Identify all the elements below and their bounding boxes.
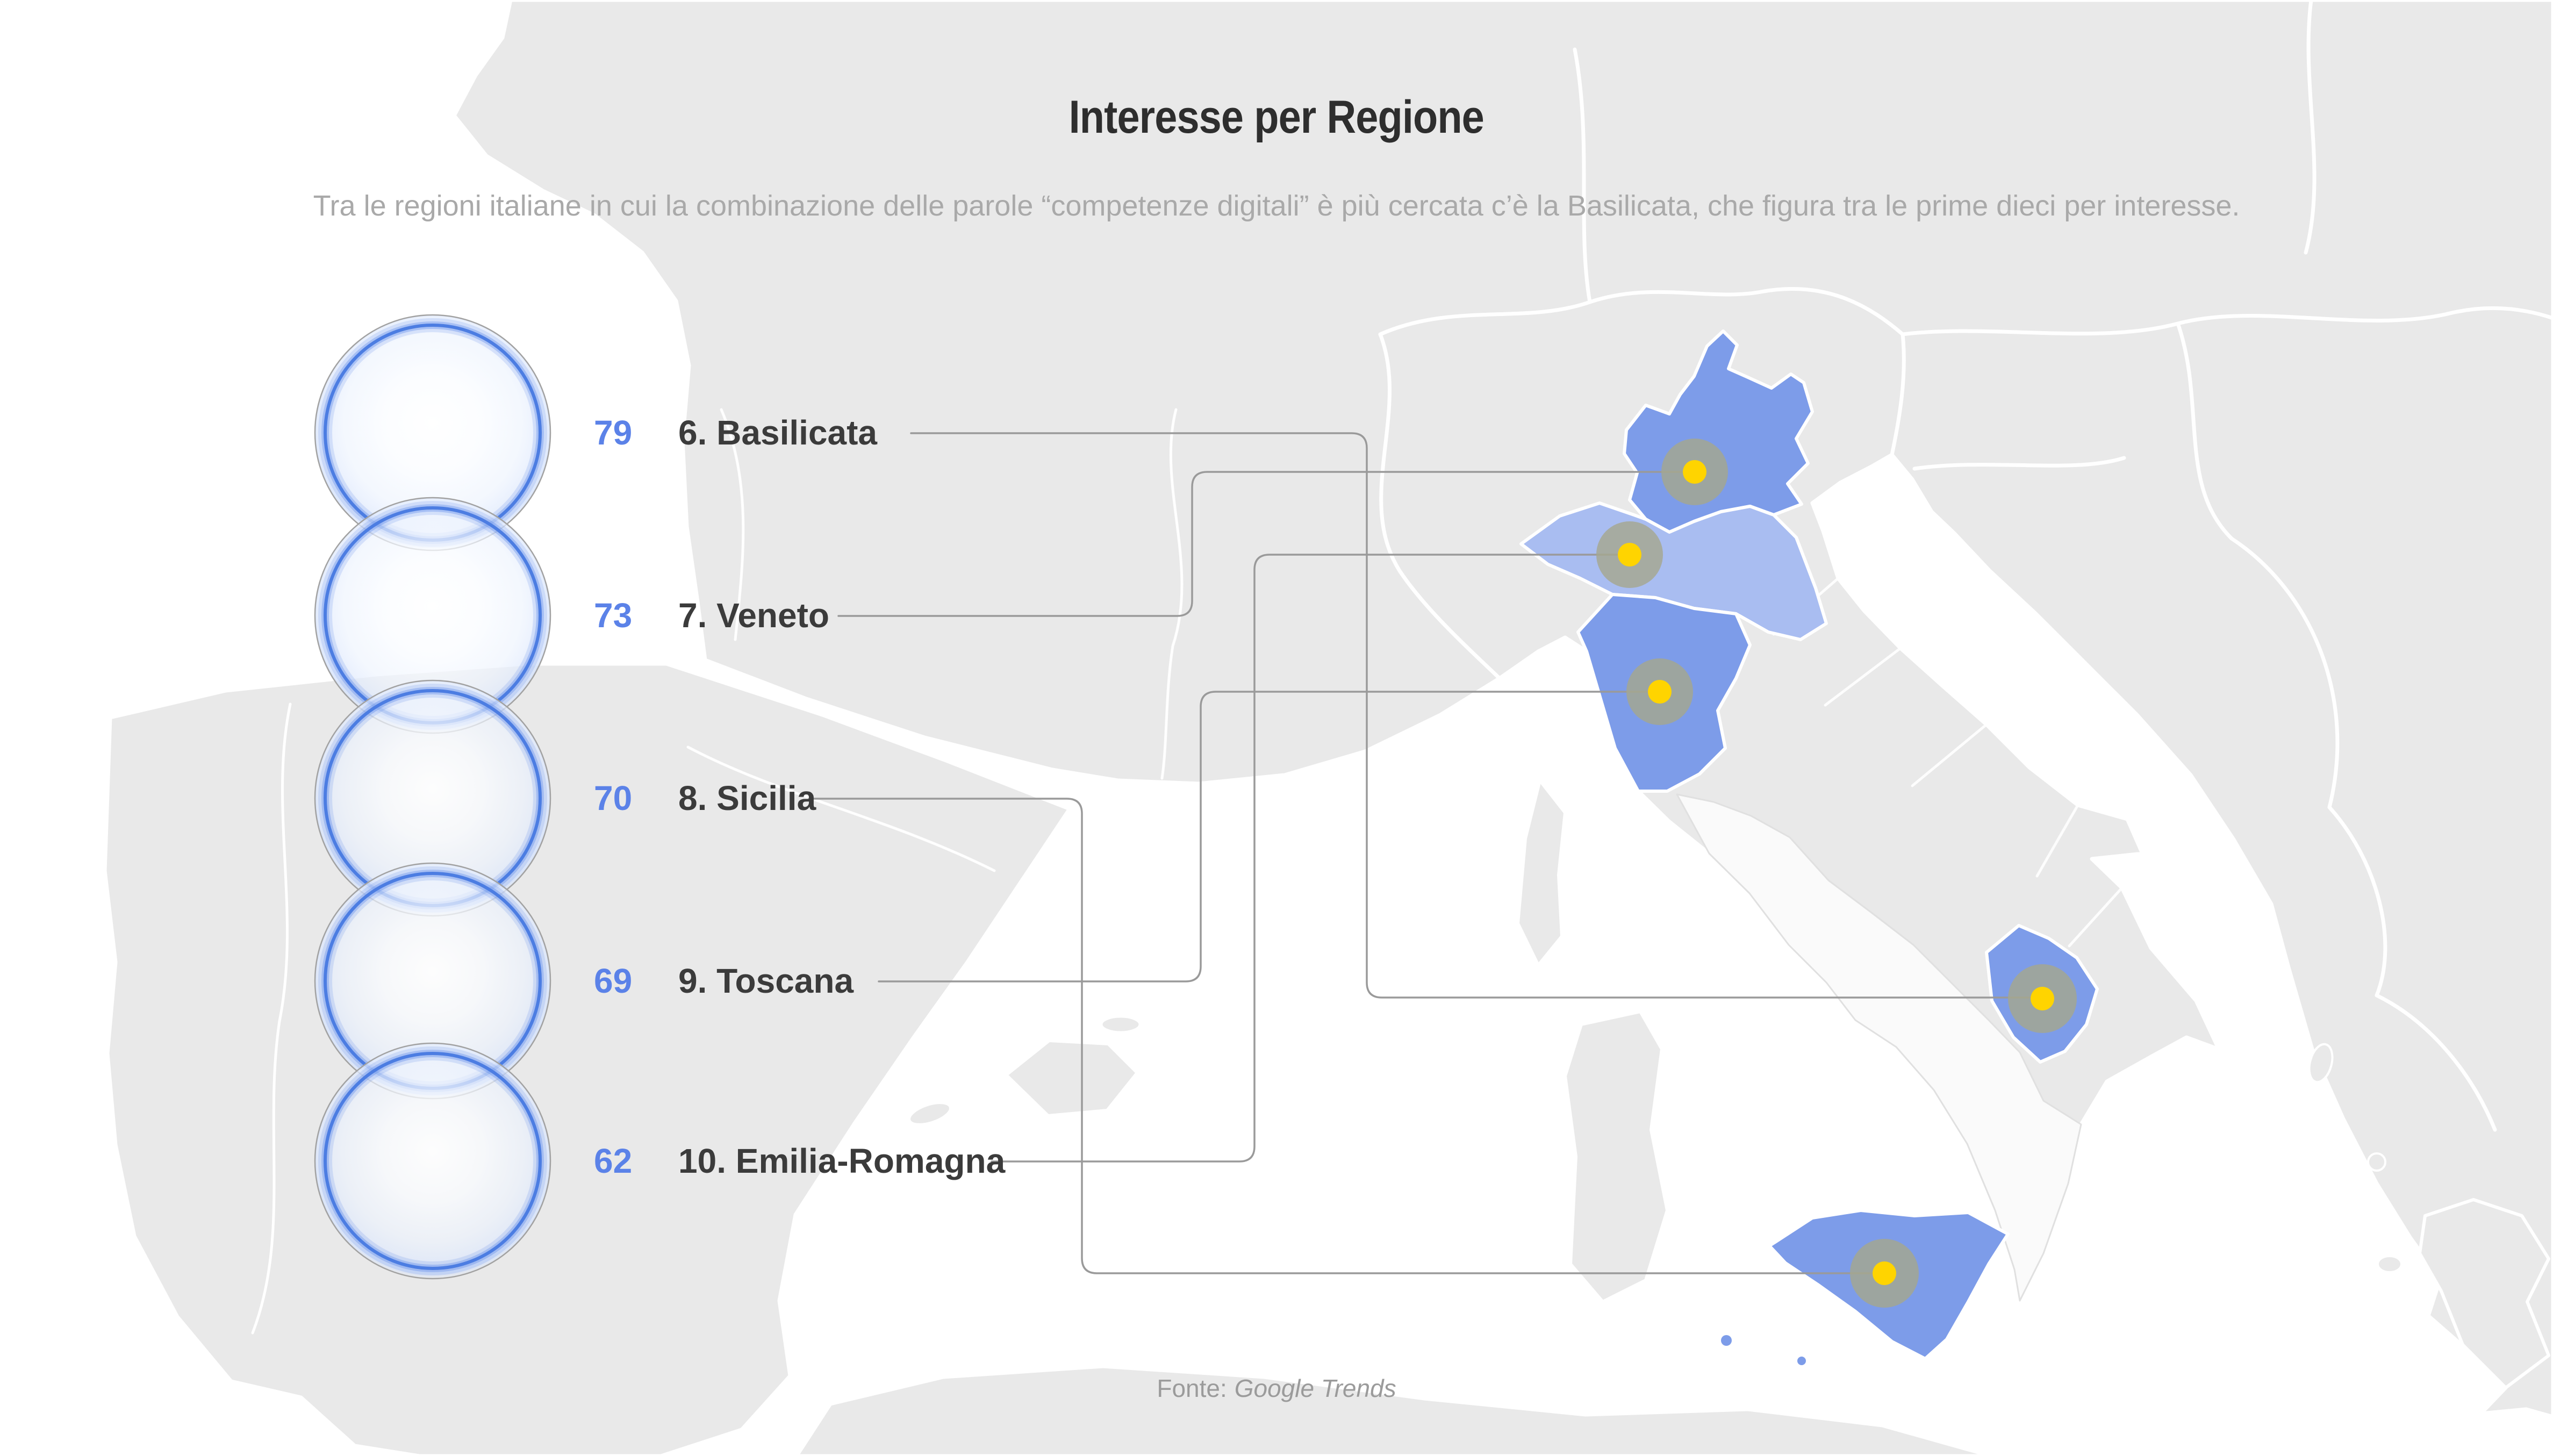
border-bosnia (2229, 536, 2340, 809)
connector-basilicata (910, 432, 2042, 999)
border-montenegro-albania (2327, 805, 2387, 998)
marker-veneto[interactable] (1661, 439, 1728, 505)
connector-sicilia (808, 798, 1883, 1274)
river-ebro (686, 745, 996, 872)
island-sardinia (1564, 1010, 1669, 1303)
region-sicilia-islet-2 (1797, 1357, 1806, 1365)
croatian-islands (1959, 571, 2081, 720)
rank-label-basilicata: 6. Basilicata (678, 413, 877, 452)
marker-toscana[interactable] (1626, 658, 1693, 725)
marker-emilia-romagna[interactable] (1596, 521, 1663, 588)
island-corfu (2308, 1043, 2334, 1084)
connector-toscana (878, 691, 1659, 982)
landmass-peloponnese (2418, 1198, 2550, 1389)
source-name: Google Trends (1234, 1374, 1396, 1402)
bubble-rank-6 (314, 314, 551, 551)
rank-value-sicilia: 70 (594, 779, 633, 817)
rank-value-toscana: 69 (594, 962, 633, 1000)
rank-value-emilia-romagna: 62 (594, 1142, 633, 1180)
border-croatia-hungary (2176, 321, 2234, 541)
island-menorca (1100, 1015, 1142, 1034)
page-title: Interesse per Regione (1068, 91, 1485, 143)
border-slovenia-croatia (1912, 456, 2126, 471)
rank-label-emilia-romagna: 10. Emilia-Romagna (678, 1142, 1006, 1180)
source-prefix: Fonte: (1157, 1374, 1227, 1402)
island-mallorca (1005, 1039, 1139, 1117)
regions-italy-pale (1676, 793, 2082, 1302)
connector-veneto (837, 471, 1694, 617)
border-france-italy (1378, 332, 1502, 680)
island-zante (2377, 1255, 2403, 1273)
bubble-rank-10 (314, 1042, 551, 1280)
river-rhone (1160, 408, 1184, 780)
connector-lines (808, 432, 2042, 1274)
marker-basilicata[interactable] (2008, 964, 2077, 1033)
rank-label-toscana: 9. Toscana (678, 962, 854, 1000)
rank-value-basilicata: 79 (594, 413, 633, 452)
source-note: Fonte: Google Trends (0, 1374, 2553, 1403)
island-ibiza (908, 1101, 952, 1126)
landmass-north-africa (794, 1364, 1993, 1456)
marker-dot-emilia (1618, 543, 1641, 566)
island-corsica (1516, 779, 1567, 967)
border-switzerland-france (1573, 47, 1592, 304)
border-hungary (2176, 306, 2553, 326)
rivers (686, 408, 1184, 872)
map-markers (1596, 439, 2077, 1308)
island-lefkada (2367, 1152, 2386, 1172)
border-top-right (2304, 0, 2317, 255)
river-garonne (720, 408, 745, 641)
border-alps-north-italy (1378, 287, 1906, 457)
marker-dot-basilicata (2031, 987, 2054, 1010)
rank-value-veneto: 73 (594, 596, 633, 635)
marker-dot-veneto (1683, 460, 1706, 484)
marker-dot-toscana (1648, 680, 1672, 704)
landmass-europe (452, 0, 2553, 1419)
marker-sicilia[interactable] (1850, 1239, 1919, 1308)
page-subtitle: Tra le regioni italiane in cui la combin… (313, 190, 2240, 222)
rank-label-veneto: 7. Veneto (678, 596, 829, 635)
region-sicilia-islet (1721, 1335, 1732, 1346)
border-albania-greece (2375, 993, 2497, 1132)
marker-dot-sicilia (1873, 1261, 1896, 1285)
country-borders (251, 0, 2553, 1335)
rank-label-sicilia: 8. Sicilia (678, 779, 816, 817)
connector-emilia-romagna (991, 554, 1630, 1163)
interest-bubbles (314, 314, 551, 1280)
border-portugal-spain (251, 702, 292, 1335)
border-austria-slovenia (1901, 321, 2180, 336)
